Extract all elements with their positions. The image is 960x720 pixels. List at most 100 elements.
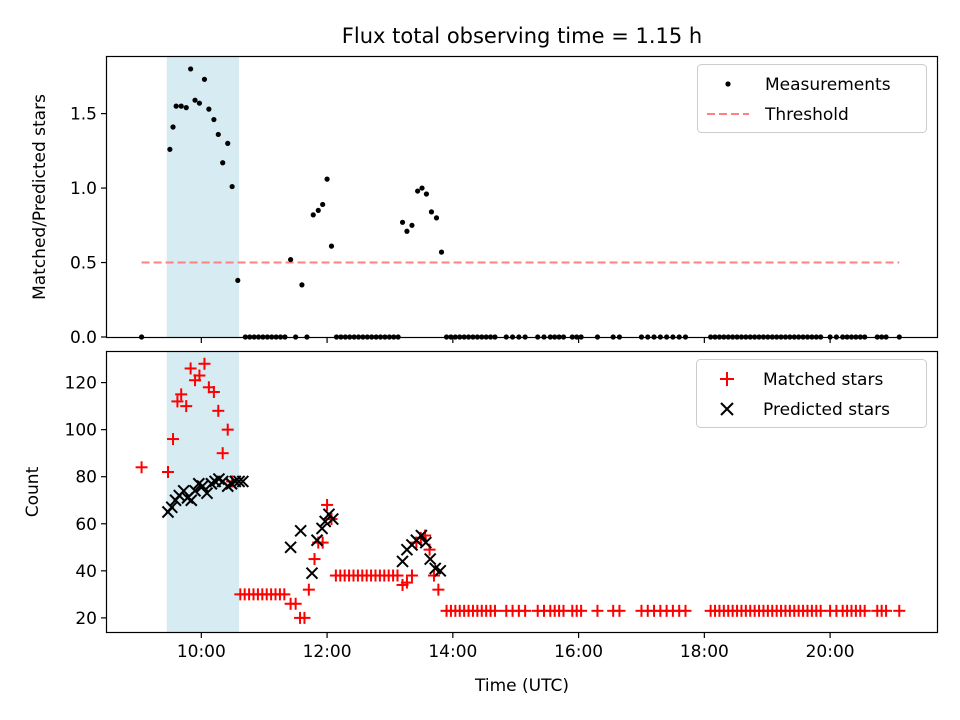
predicted-star-diag2 <box>284 541 297 554</box>
predicted-star-point <box>326 512 339 526</box>
measurement-point <box>173 103 179 109</box>
predicted-star-point <box>177 484 190 498</box>
measurement-point <box>324 176 330 182</box>
matched-star-point <box>212 404 225 417</box>
measurement-point <box>433 215 440 221</box>
x-tick-label: 18:00 <box>680 642 729 662</box>
predicted-star-point <box>423 552 437 566</box>
highlight-span <box>166 57 240 337</box>
x-tick-label: 20:00 <box>806 642 855 662</box>
measurement-point <box>225 140 231 146</box>
predicted-star-point <box>318 515 332 528</box>
predicted-star-diag2 <box>200 486 214 500</box>
y-axis-label: Count <box>23 466 43 517</box>
matched-star-point <box>289 597 302 610</box>
matched-star-point <box>679 604 692 617</box>
measurement-point <box>419 185 425 191</box>
matched-star-point <box>221 423 234 436</box>
matched-star-point <box>858 604 871 617</box>
matched-star-point <box>405 569 418 582</box>
legend-predicted-label: Predicted stars <box>763 400 890 420</box>
matched-star-point <box>400 576 413 589</box>
measurement-point <box>415 188 421 194</box>
legend-measurements-label: Measurements <box>765 75 891 95</box>
predicted-star-point <box>284 541 297 554</box>
x-axis-label: Time (UTC) <box>474 676 569 696</box>
predicted-star-point <box>196 479 209 493</box>
legend: Measurements Threshold <box>697 64 927 133</box>
bottom-panel: 20 40 60 80 100 120 10:00 12:00 14:00 16:00 18:00… <box>23 350 939 696</box>
predicted-star-point <box>315 522 329 535</box>
predicted-star-diag2 <box>177 484 190 498</box>
measurement-point <box>438 249 445 255</box>
measurement-point <box>399 219 406 225</box>
matched-star-point <box>167 433 180 446</box>
measurement-point <box>315 207 321 214</box>
legend-predicted-marker <box>720 402 734 416</box>
matched-star-point <box>298 611 311 624</box>
y-tick-label: 60 <box>75 515 97 535</box>
matched-star-point <box>308 553 321 566</box>
predicted-star-diag2 <box>188 484 202 498</box>
legend: Matched stars Predicted stars <box>696 359 927 428</box>
measurement-point <box>192 97 198 103</box>
predicted-star-diag2 <box>423 552 437 566</box>
measurement-point <box>215 131 221 138</box>
measurement-point <box>178 103 184 109</box>
matched-star-point <box>488 604 501 617</box>
predicted-star-diag2 <box>396 555 409 568</box>
measurement-point <box>409 222 415 228</box>
predicted-star-diag2 <box>294 524 307 538</box>
predicted-star-point <box>185 494 198 507</box>
measurement-point <box>196 100 203 106</box>
y-tick-label: 120 <box>65 374 97 394</box>
predicted-star-point <box>294 524 307 538</box>
y-tick-label: 1.0 <box>70 179 97 199</box>
measurement-point <box>288 256 294 263</box>
x-tick-label: 12:00 <box>303 642 352 662</box>
predicted-star-point <box>434 564 447 578</box>
matched-star-point <box>591 604 604 617</box>
predicted-star-diag2 <box>434 564 447 578</box>
legend-matched-label: Matched stars <box>763 370 883 390</box>
predicted-star-diag2 <box>165 501 178 514</box>
measurement-point <box>423 191 430 197</box>
y-tick-label: 40 <box>75 562 97 582</box>
x-ticks: 10:00 12:00 14:00 16:00 18:00 20:00 <box>177 632 855 662</box>
top-panel: 0.0 0.5 1.0 1.5 Matched/Predicted stars Mea… <box>30 55 939 348</box>
predicted-star-point <box>415 529 428 542</box>
predicted-star-diag2 <box>185 494 198 507</box>
predicted-star-point <box>165 501 178 514</box>
legend-matched-marker <box>720 372 734 386</box>
matched-star-point <box>171 395 184 408</box>
predicted-star-diag2 <box>232 475 246 488</box>
matched-star-point <box>135 461 148 474</box>
matched-star-point <box>193 369 206 382</box>
matched-star-point <box>198 357 211 370</box>
predicted-star-point <box>236 475 250 488</box>
y-ticks: 20 40 60 80 100 120 <box>65 374 107 629</box>
matched-star-point <box>175 388 188 401</box>
highlight-span-rect <box>166 57 240 337</box>
measurement-point <box>328 243 335 249</box>
predicted-star-point <box>188 484 202 498</box>
predicted-star-point <box>310 534 324 547</box>
predicted-star-diag2 <box>318 515 332 528</box>
matched-star-point <box>278 588 291 601</box>
matched-star-point <box>893 604 906 617</box>
matched-star-point <box>321 498 334 511</box>
measurement-point <box>320 201 326 208</box>
legend-threshold-label: Threshold <box>764 105 849 125</box>
predicted-star-point <box>396 555 409 568</box>
measurement-point <box>220 160 226 166</box>
y-tick-label: 100 <box>65 421 97 441</box>
predicted-star-diag2 <box>236 475 250 488</box>
matched-star-point <box>184 362 197 375</box>
measurement-point <box>201 76 208 82</box>
x-tick-label: 10:00 <box>177 642 226 662</box>
x-tick-label: 16:00 <box>554 642 603 662</box>
matched-star-point <box>391 569 404 582</box>
legend-measurements-marker <box>725 81 731 87</box>
measurement-point <box>310 212 316 218</box>
